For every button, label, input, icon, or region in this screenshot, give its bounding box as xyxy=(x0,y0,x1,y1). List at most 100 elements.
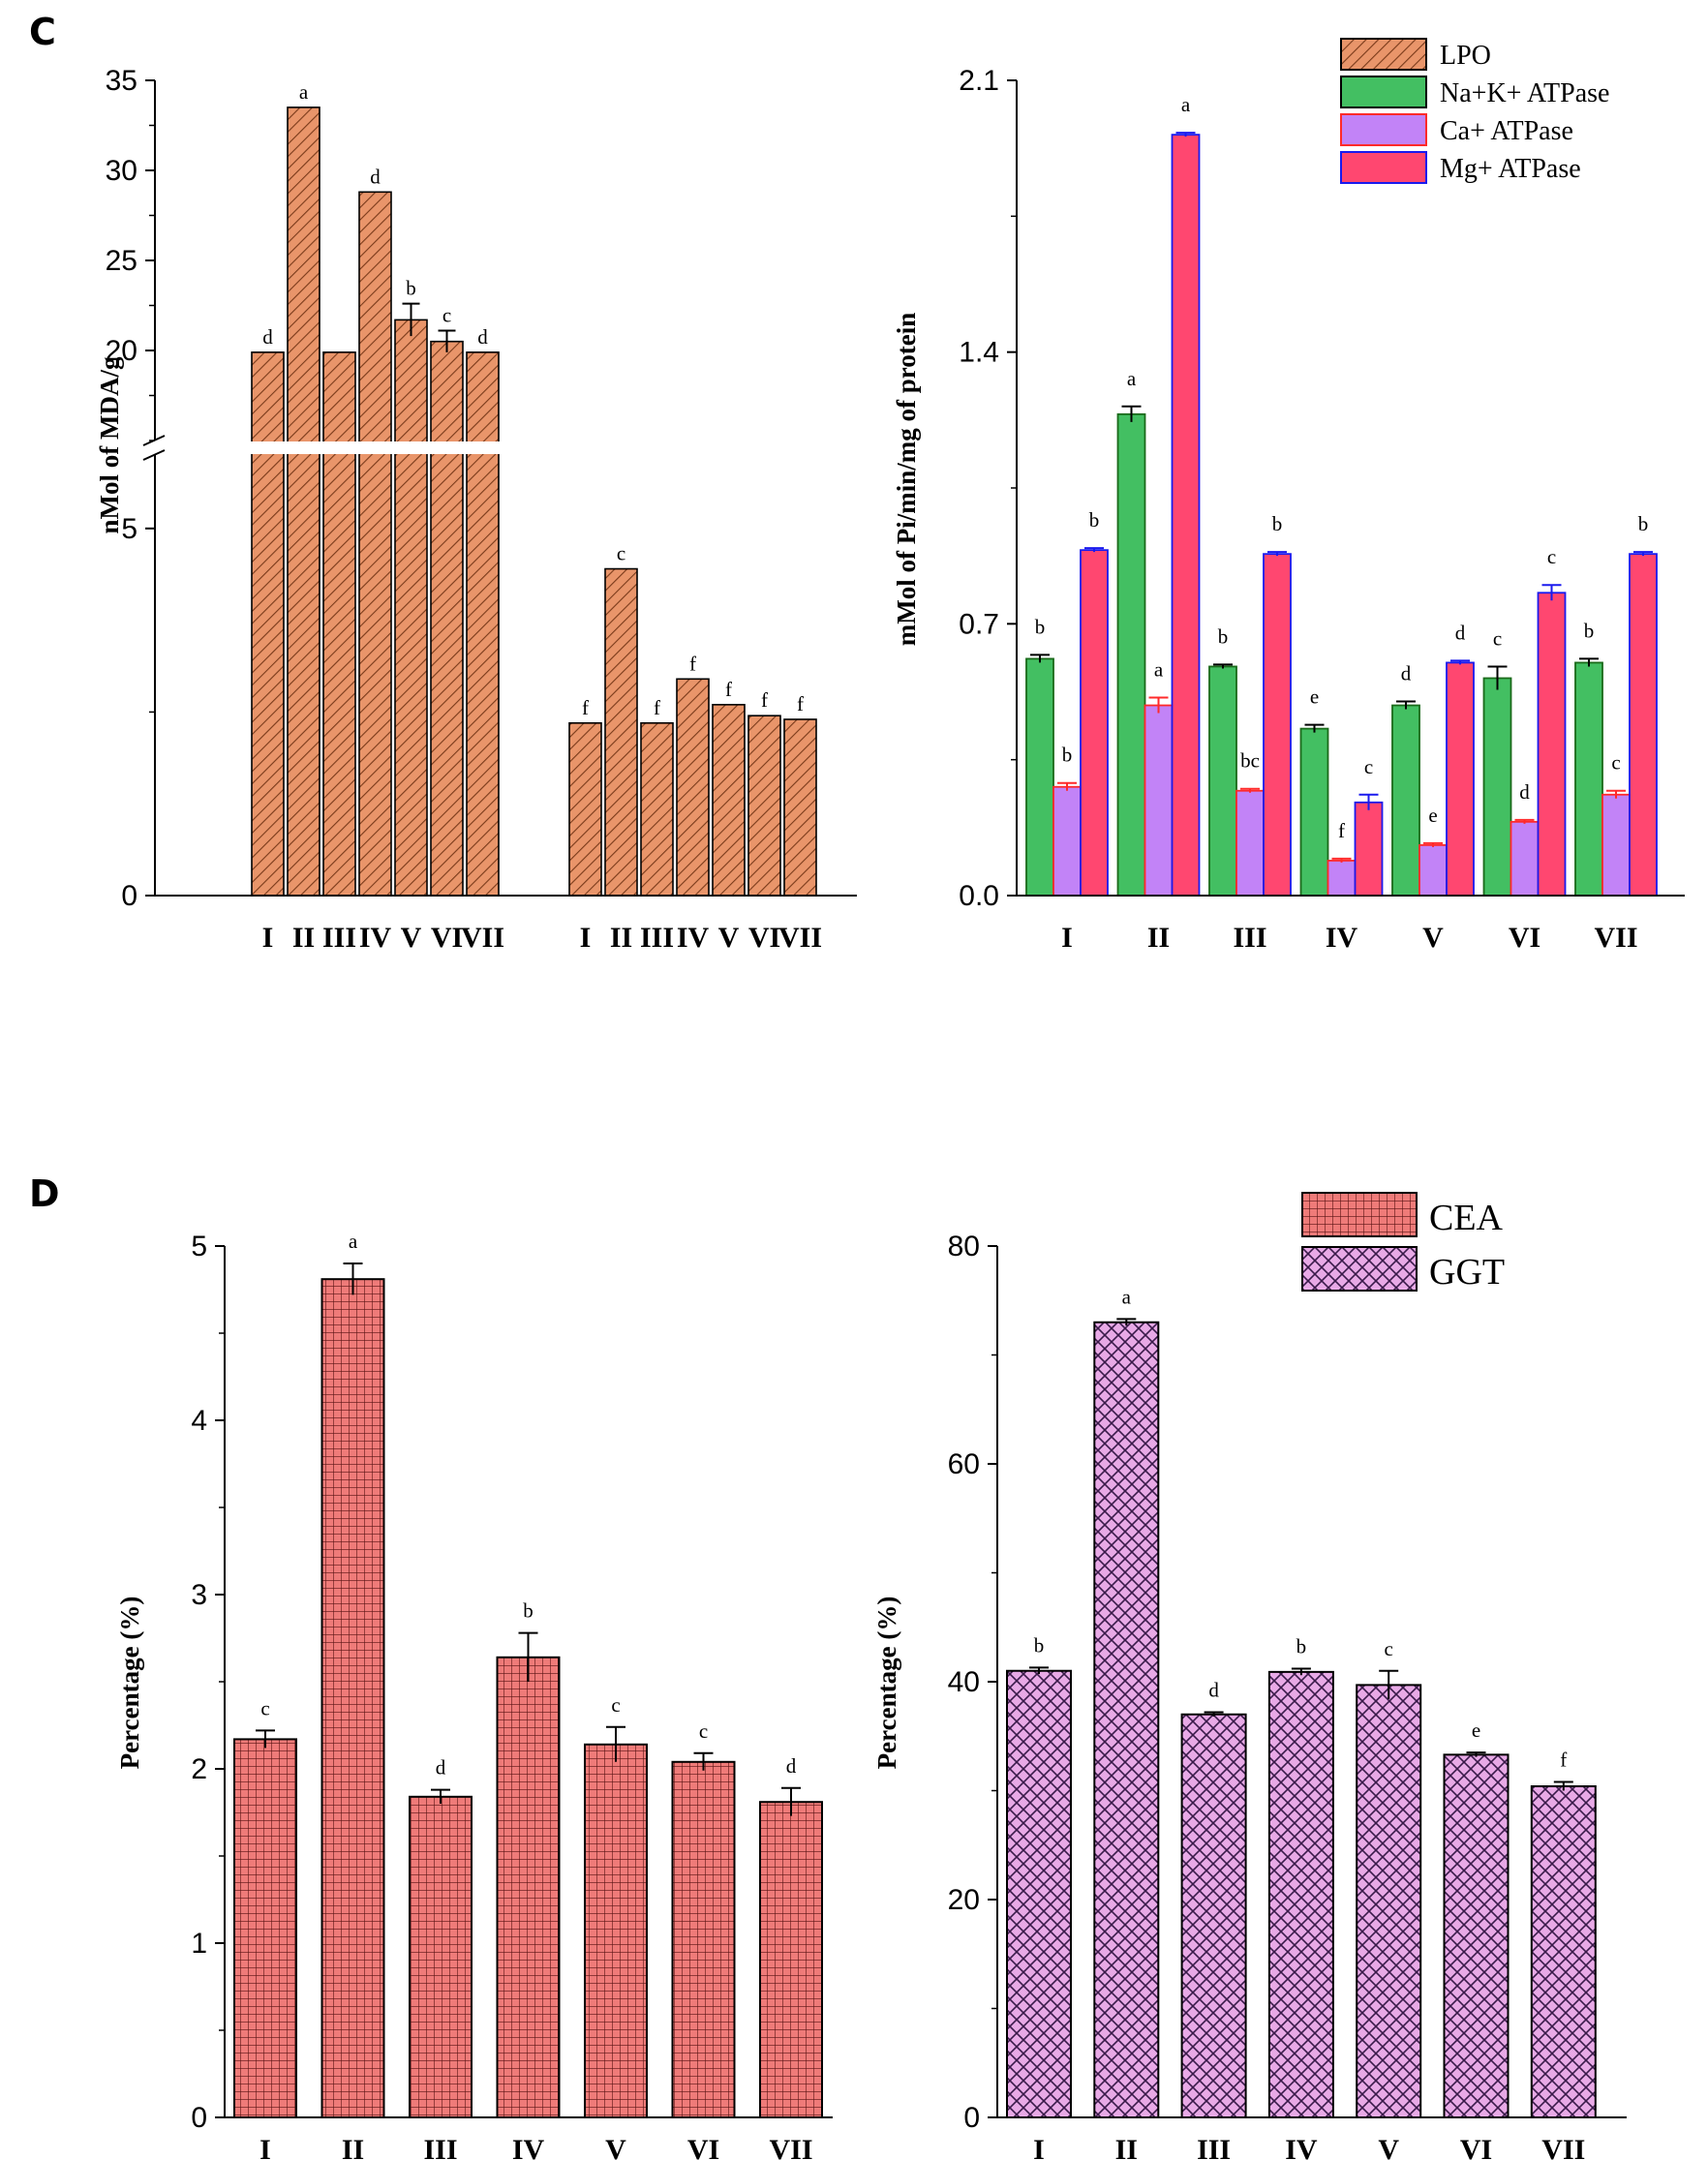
lpo-y-axis-label: nMol of MDA/g xyxy=(95,356,124,533)
ggt-sig-letter-0: b xyxy=(1034,1633,1045,1657)
legend-swatch-1 xyxy=(1340,76,1427,108)
ggt-y-tick-label-2: 40 xyxy=(948,1666,980,1698)
lpo-y-tick-label-upper-2: 30 xyxy=(106,155,137,187)
atpase-bar-V-series2 xyxy=(1418,843,1448,897)
lpo-sig-letter-g2-4: f xyxy=(725,678,732,701)
lpo-sig-letter-g2-6: f xyxy=(797,692,804,715)
ggt-x-tick-label-2: III xyxy=(1197,2134,1231,2160)
atpase-bar-I-series1 xyxy=(1025,657,1054,897)
atpase-error-bar-I-s2 xyxy=(1057,781,1077,791)
atpase-bar-VI-series3 xyxy=(1537,592,1567,897)
atpase-error-bar-IV-s1 xyxy=(1304,723,1325,733)
atpase-bar-I-series2 xyxy=(1052,785,1082,897)
atpase-error-bar-VI-s1 xyxy=(1487,665,1508,690)
lpo-x-tick-label-g1-1: II xyxy=(292,922,315,954)
atpase-bar-VI-series2 xyxy=(1510,820,1540,897)
atpase-error-bar-V-s1 xyxy=(1396,700,1416,710)
atpase-bar-II-series3 xyxy=(1171,134,1201,897)
lpo-sig-letter-g1-0: d xyxy=(262,325,273,349)
atpase-error-bar-II-s1 xyxy=(1121,405,1142,422)
lpo-bar-VII-g1 xyxy=(466,351,500,897)
atpase-sig-letter-VI-s3: c xyxy=(1547,545,1556,568)
atpase-sig-letter-II-s3: a xyxy=(1181,93,1191,116)
atpase-sig-letter-VI-s1: c xyxy=(1493,626,1502,650)
atpase-bar-VI-series1 xyxy=(1482,677,1512,897)
ggt-error-bar-5 xyxy=(1466,1751,1486,1757)
cea-x-tick-label-5: VI xyxy=(687,2134,719,2160)
lpo-x-tick-label-g2-4: V xyxy=(718,922,740,954)
cea-error-bar-0 xyxy=(256,1729,275,1749)
atpase-error-bar-VII-s3 xyxy=(1633,551,1653,557)
atpase-sig-letter-V-s1: d xyxy=(1401,662,1412,685)
lpo-sig-letter-g1-6: d xyxy=(477,325,488,349)
cea-bar-II xyxy=(320,1278,385,2118)
lpo-x-tick-label-g1-6: VII xyxy=(461,922,504,954)
legend-swatch-2 xyxy=(1340,113,1427,146)
cea-sig-letter-6: d xyxy=(786,1754,797,1778)
atpase-y-tick-label-2: 1.4 xyxy=(959,337,999,369)
atpase-bar-IV-series3 xyxy=(1354,801,1384,897)
lpo-sig-letter-g2-1: c xyxy=(617,542,625,565)
cea-error-bar-2 xyxy=(431,1788,450,1804)
cea-x-tick-label-1: II xyxy=(342,2134,364,2160)
atpase-y-tick-label-0: 0.0 xyxy=(959,880,999,912)
atpase-y-axis-label: mMol of Pi/min/mg of protein xyxy=(892,313,921,646)
lpo-sig-letter-g1-3: d xyxy=(370,165,381,188)
ggt-x-tick-label-6: VII xyxy=(1541,2134,1585,2160)
cea-y-tick-label-3: 3 xyxy=(191,1579,207,1611)
lpo-x-tick-label-g1-5: VI xyxy=(431,922,463,954)
atpase-bar-VII-series3 xyxy=(1629,553,1658,897)
cea-sig-letter-3: b xyxy=(523,1599,534,1623)
atpase-x-tick-label-6: VII xyxy=(1594,922,1637,954)
atpase-sig-letter-IV-s1: e xyxy=(1310,685,1319,709)
legend-d-swatch-1 xyxy=(1301,1246,1418,1292)
atpase-sig-letter-IV-s2: f xyxy=(1338,819,1345,842)
lpo-x-tick-label-g2-0: I xyxy=(580,922,592,954)
lpo-bar-III-g2 xyxy=(640,721,674,897)
atpase-error-bar-VII-s1 xyxy=(1579,657,1599,667)
ggt-bar-VII xyxy=(1530,1785,1597,2118)
axis-break-gap xyxy=(149,441,517,454)
atpase-bar-V-series3 xyxy=(1446,661,1475,897)
atpase-sig-letter-V-s3: d xyxy=(1455,621,1466,644)
atpase-x-tick-label-0: I xyxy=(1061,922,1073,954)
legend-d-swatch-0 xyxy=(1301,1192,1418,1237)
lpo-bar-I-g1 xyxy=(251,351,285,897)
atpase-sig-letter-III-s1: b xyxy=(1218,624,1229,648)
cea-error-bar-5 xyxy=(693,1751,714,1771)
cea-sig-letter-2: d xyxy=(436,1756,446,1780)
lpo-bar-IV-g2 xyxy=(676,678,710,897)
cea-y-tick-label-2: 2 xyxy=(191,1753,207,1785)
ggt-error-bar-4 xyxy=(1379,1669,1399,1699)
ggt-bar-III xyxy=(1180,1713,1247,2118)
legend-label-0: LPO xyxy=(1440,41,1491,71)
atpase-bar-II-series1 xyxy=(1116,412,1146,897)
ggt-bar-VI xyxy=(1443,1753,1510,2118)
lpo-x-tick-label-g2-5: VI xyxy=(748,922,780,954)
ggt-x-tick-label-3: IV xyxy=(1285,2134,1318,2160)
atpase-bar-III-series2 xyxy=(1235,789,1265,897)
atpase-sig-letter-VII-s1: b xyxy=(1584,619,1595,642)
atpase-sig-letter-III-s3: b xyxy=(1272,512,1283,535)
ggt-error-bar-3 xyxy=(1291,1667,1311,1676)
ggt-y-tick-label-4: 80 xyxy=(948,1231,980,1263)
legend-swatch-3 xyxy=(1340,151,1427,184)
cea-x-tick-label-4: V xyxy=(605,2134,626,2160)
cea-sig-letter-5: c xyxy=(699,1719,708,1743)
lpo-bar-VII-g2 xyxy=(783,718,817,897)
ggt-chart: b Ia II d III b IV c Ve VI f VII 0 20 40 60 80 Percentage… xyxy=(872,1192,1627,2160)
atpase-sig-letter-I-s2: b xyxy=(1062,744,1073,767)
atpase-error-bar-VI-s3 xyxy=(1541,584,1562,601)
ggt-y-axis-label: Percentage (%) xyxy=(872,1597,901,1770)
atpase-sig-letter-III-s2: bc xyxy=(1240,749,1260,773)
lpo-y-tick-label-upper-1: 25 xyxy=(106,245,137,277)
cea-bar-VII xyxy=(759,1801,823,2118)
cea-bar-I xyxy=(233,1738,297,2119)
lpo-x-tick-label-g2-2: III xyxy=(640,922,674,954)
atpase-error-bar-V-s2 xyxy=(1423,841,1443,847)
atpase-sig-letter-V-s2: e xyxy=(1428,804,1437,827)
atpase-bar-III-series3 xyxy=(1263,553,1292,897)
lpo-bar-VI-g2 xyxy=(747,715,781,897)
cea-bar-V xyxy=(584,1743,648,2119)
atpase-y-tick-label-1: 0.7 xyxy=(959,608,999,640)
